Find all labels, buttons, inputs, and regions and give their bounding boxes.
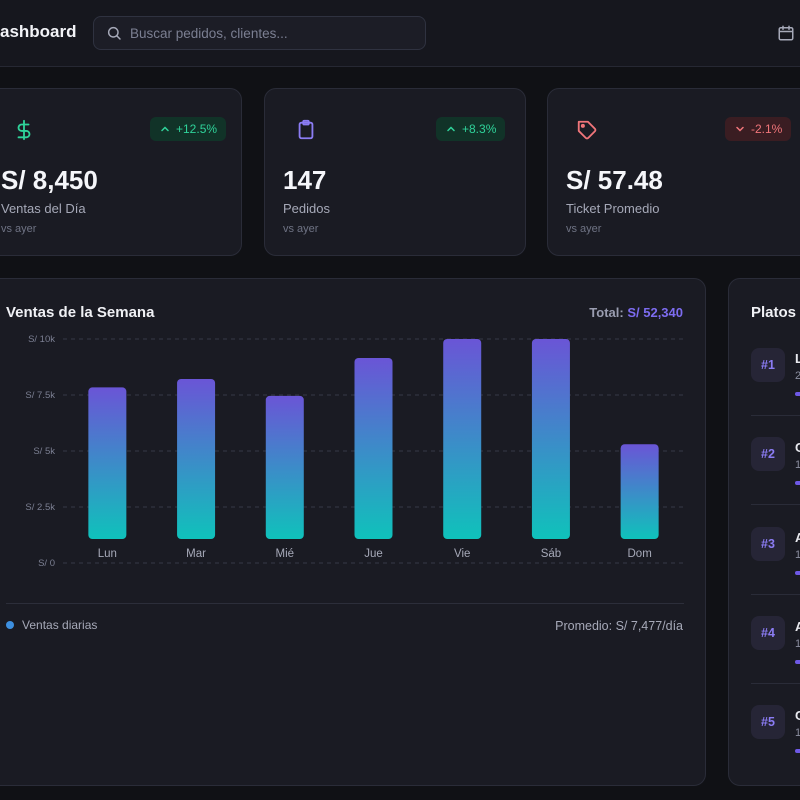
dish-row[interactable]: #2 C 1 (729, 437, 800, 527)
search-icon (107, 26, 121, 40)
bar-Sáb[interactable] (531, 339, 570, 539)
bar-Jue[interactable] (354, 357, 393, 539)
dish-progress-bar (795, 660, 800, 664)
arrow-up-icon (161, 126, 169, 132)
dish-name: L (795, 351, 800, 366)
x-tick-label: Vie (454, 548, 470, 560)
dish-meta: 1 (795, 638, 800, 650)
dish-name: A (795, 530, 800, 545)
dish-progress-bar (795, 749, 800, 753)
legend-dot (6, 621, 14, 629)
stat-sub: vs ayer (1, 223, 37, 235)
calendar-icon[interactable] (777, 24, 795, 42)
chart-divider (6, 603, 684, 604)
change-value: +12.5% (176, 122, 218, 136)
chart-total: Total: S/ 52,340 (589, 305, 683, 320)
stat-value: 147 (283, 165, 327, 195)
stat-label: Pedidos (283, 201, 330, 216)
dish-rank: #3 (751, 527, 785, 561)
stat-card-sales[interactable]: +12.5% S/ 8,450 Ventas del Día vs ayer (0, 88, 242, 256)
y-tick-label: S/ 7.5k (25, 390, 55, 401)
chart-title: Ventas de la Semana (6, 304, 155, 321)
total-label: Total: (589, 305, 624, 320)
dish-row[interactable]: #3 A 1 (729, 527, 800, 617)
top-dishes-title: Platos Más Vendidos (751, 304, 800, 321)
arrow-up-icon (447, 126, 455, 132)
dish-name: A (795, 619, 800, 634)
dish-rank: #4 (751, 616, 785, 650)
y-tick-label: S/ 2.5k (25, 502, 55, 513)
bar-Vie[interactable] (443, 339, 482, 539)
x-tick-label: Jue (364, 548, 383, 560)
x-tick-label: Mar (186, 548, 206, 560)
y-tick-label: S/ 0 (38, 558, 55, 569)
dish-progress-bar (795, 571, 800, 575)
bar-Mar[interactable] (177, 379, 216, 539)
change-badge: +8.3% (436, 117, 506, 141)
y-tick-label: S/ 5k (33, 446, 55, 457)
stat-label: Ventas del Día (1, 201, 86, 216)
search-input[interactable] (130, 25, 410, 41)
dish-divider (751, 415, 800, 416)
stat-value: S/ 57.48 (566, 165, 663, 195)
stat-value: S/ 8,450 (1, 165, 98, 195)
legend-label: Ventas diarias (22, 618, 98, 632)
weekly-sales-panel: Ventas de la Semana Total: S/ 52,340 S/ … (0, 278, 706, 786)
arrow-down-icon (736, 126, 744, 132)
dish-name: C (795, 708, 800, 723)
dish-rank: #1 (751, 348, 785, 382)
dollar-icon (17, 119, 31, 141)
page-title: ashboard (0, 22, 77, 41)
x-tick-label: Sáb (541, 548, 561, 560)
stat-card-ticket[interactable]: -2.1% S/ 57.48 Ticket Promedio vs ayer (547, 88, 800, 256)
dish-divider (751, 594, 800, 595)
x-tick-label: Lun (98, 548, 117, 560)
bar-Lun[interactable] (88, 387, 127, 539)
dish-divider (751, 504, 800, 505)
dish-row[interactable]: #5 C 1 (729, 705, 800, 785)
x-tick-label: Dom (628, 548, 652, 560)
dish-row[interactable]: #1 L 2 (729, 348, 800, 438)
y-tick-label: S/ 10k (28, 334, 55, 345)
stat-label: Ticket Promedio (566, 201, 660, 216)
stat-card-orders[interactable]: +8.3% 147 Pedidos vs ayer (264, 88, 526, 256)
dish-meta: 2 (795, 370, 800, 382)
dish-progress-bar (795, 392, 800, 396)
change-badge: -2.1% (725, 117, 792, 141)
average-text: Promedio: S/ 7,477/día (555, 619, 683, 633)
top-dishes-panel: Platos Más Vendidos #1 L 2 #2 C 1 #3 A 1 #4 A 1 #5 C 1 (728, 278, 800, 786)
dish-meta: 1 (795, 459, 800, 471)
dish-meta: 1 (795, 549, 800, 561)
search-box[interactable] (93, 16, 426, 50)
stat-sub: vs ayer (566, 223, 602, 235)
clipboard-icon (298, 119, 314, 140)
dish-divider (751, 683, 800, 684)
dish-rank: #5 (751, 705, 785, 739)
chart-legend: Ventas diarias (6, 618, 97, 632)
bar-Dom[interactable] (620, 444, 659, 539)
stat-sub: vs ayer (283, 223, 319, 235)
tag-icon (577, 120, 597, 140)
dish-rank: #2 (751, 437, 785, 471)
bar-Mié[interactable] (265, 395, 304, 539)
x-tick-label: Mié (276, 548, 295, 560)
change-badge: +12.5% (150, 117, 227, 141)
top-header: ashboard (0, 0, 800, 67)
dish-row[interactable]: #4 A 1 (729, 616, 800, 706)
total-value: S/ 52,340 (627, 305, 683, 320)
dish-name: C (795, 440, 800, 455)
dish-meta: 1 (795, 727, 800, 739)
change-value: -2.1% (751, 122, 783, 136)
dish-progress-bar (795, 481, 800, 485)
change-value: +8.3% (462, 122, 497, 136)
weekly-bar-chart: S/ 0 S/ 2.5k S/ 5k S/ 7.5k S/ 10k Lun Mar Mié Ju… (25, 334, 684, 569)
